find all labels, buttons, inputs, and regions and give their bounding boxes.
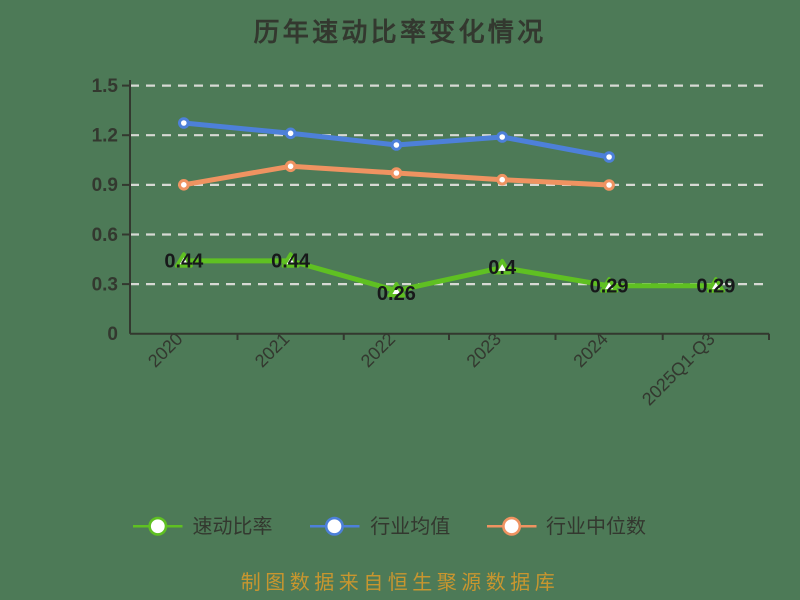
svg-text:0.4: 0.4: [488, 257, 517, 279]
svg-text:0.44: 0.44: [164, 250, 204, 272]
svg-text:0.6: 0.6: [92, 225, 118, 246]
svg-text:0.9: 0.9: [92, 175, 118, 196]
svg-text:0.29: 0.29: [696, 275, 735, 297]
svg-text:行业均值: 行业均值: [370, 515, 450, 538]
svg-text:制图数据来自恒生聚源数据库: 制图数据来自恒生聚源数据库: [241, 571, 560, 594]
svg-text:0.3: 0.3: [92, 275, 118, 296]
svg-text:0: 0: [107, 324, 118, 345]
svg-text:速动比率: 速动比率: [193, 515, 273, 538]
svg-text:0.29: 0.29: [590, 275, 629, 297]
svg-text:1.5: 1.5: [92, 76, 119, 97]
svg-text:0.26: 0.26: [377, 283, 416, 305]
svg-text:0.44: 0.44: [271, 250, 311, 272]
svg-text:行业中位数: 行业中位数: [546, 515, 646, 538]
svg-text:1.2: 1.2: [92, 126, 118, 147]
